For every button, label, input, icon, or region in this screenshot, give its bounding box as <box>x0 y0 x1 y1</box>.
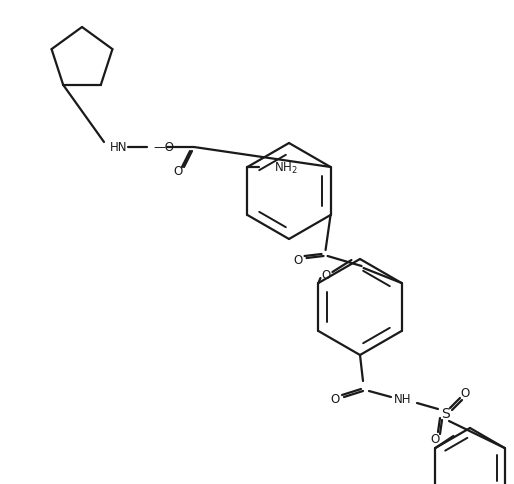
Text: O: O <box>461 387 470 400</box>
Text: HN: HN <box>110 141 127 154</box>
Text: S: S <box>440 406 449 420</box>
Text: O: O <box>322 269 331 282</box>
Text: O: O <box>293 254 302 267</box>
Text: NH: NH <box>394 393 412 406</box>
Text: NH$_2$: NH$_2$ <box>274 160 298 175</box>
Text: O: O <box>331 393 340 406</box>
Text: O: O <box>430 433 439 446</box>
Text: O: O <box>173 165 182 178</box>
Text: —O: —O <box>153 141 174 154</box>
